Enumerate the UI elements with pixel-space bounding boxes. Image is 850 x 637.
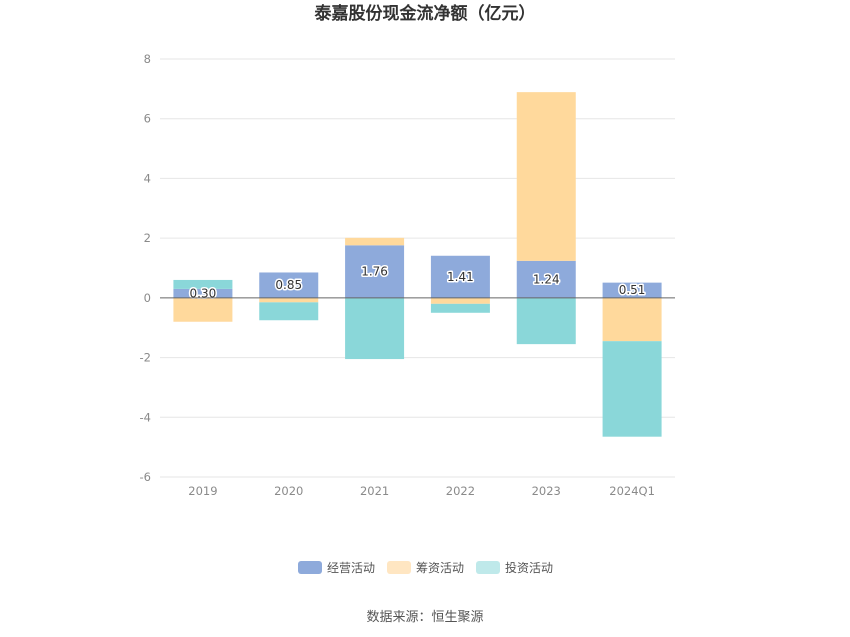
bars-layer xyxy=(173,92,662,437)
bar-segment xyxy=(259,297,319,303)
bar-segment xyxy=(516,260,576,298)
legend-label: 投资活动 xyxy=(505,560,553,575)
y-tick-label: -4 xyxy=(140,410,151,424)
bar-segment xyxy=(602,282,662,298)
bar-segment xyxy=(345,245,405,298)
legend-item[interactable]: 筹资活动 xyxy=(387,561,464,575)
data-label: 0.51 xyxy=(619,283,646,297)
legend-label: 筹资活动 xyxy=(416,561,464,575)
legend-swatch xyxy=(476,561,500,574)
data-label: 1.41 xyxy=(447,270,474,284)
y-tick-label: 0 xyxy=(144,291,151,305)
x-tick-label: 2021 xyxy=(360,484,389,498)
y-tick-label: -2 xyxy=(140,351,151,365)
legend: 经营活动 筹资活动 投资活动 xyxy=(298,560,553,575)
legend-swatch xyxy=(298,561,322,574)
y-tick-label: 8 xyxy=(144,52,151,66)
legend-swatch xyxy=(387,561,411,574)
bar-segment xyxy=(345,297,405,360)
bar-segment xyxy=(259,302,319,321)
data-label: 1.76 xyxy=(361,265,388,279)
bar-segment xyxy=(173,297,233,322)
y-tick-label: -6 xyxy=(140,470,151,484)
bar-segment xyxy=(516,92,576,261)
x-tick-label: 2023 xyxy=(532,484,561,498)
bar-segment xyxy=(173,279,233,289)
x-tick-label: 2020 xyxy=(274,484,303,498)
y-tick-label: 4 xyxy=(144,171,151,185)
y-tick-label: 2 xyxy=(144,231,151,245)
data-source: 数据来源：恒生聚源 xyxy=(366,610,483,625)
bar-segment xyxy=(516,297,576,345)
grid-layer xyxy=(160,58,675,478)
bar-segment xyxy=(173,288,233,298)
bar-segment xyxy=(259,272,319,298)
legend-item[interactable]: 经营活动 xyxy=(298,561,375,575)
data-labels-layer: 0.300.851.76 1.41 1.240.51 xyxy=(188,263,647,302)
bar-segment xyxy=(430,303,490,313)
x-tick-label: 2019 xyxy=(188,484,217,498)
bar-segment xyxy=(430,255,490,298)
x-tick-label: 2024Q1 xyxy=(609,484,655,498)
data-label: 1.24 xyxy=(533,272,560,286)
bar-segment xyxy=(345,237,405,246)
chart-title: 泰嘉股份现金流净额（亿元） xyxy=(315,3,536,24)
bar-segment xyxy=(602,297,662,342)
bar-segment xyxy=(602,341,662,437)
data-label: 0.85 xyxy=(275,278,302,292)
bar-segment xyxy=(430,297,490,304)
axis-layer: -6 -4 -2 0 2 4 6 8 2019 2020 2021 2022 2023 2024Q1 xyxy=(140,52,675,498)
legend-item[interactable]: 投资活动 xyxy=(476,560,553,575)
x-tick-label: 2022 xyxy=(446,484,475,498)
y-tick-label: 6 xyxy=(144,112,151,126)
legend-label: 经营活动 xyxy=(327,561,375,575)
